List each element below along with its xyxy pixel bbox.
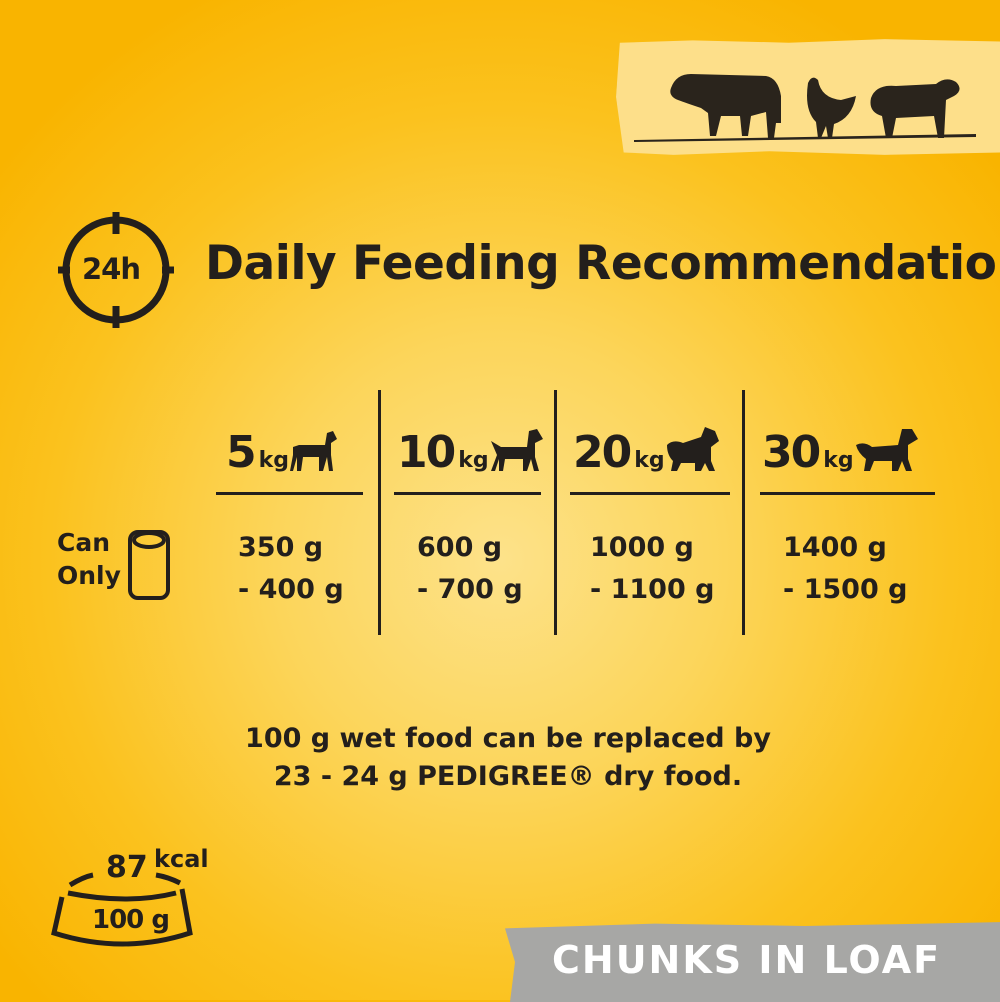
weight: 30: [762, 427, 821, 478]
24h-clock-icon: 24h: [58, 212, 174, 332]
divider: [394, 492, 541, 495]
large-dog-icon: [855, 429, 918, 471]
amount-line: - 1100 g: [590, 574, 715, 605]
cow-chicken-sheep-icon: [634, 74, 976, 142]
unit: kg: [634, 448, 665, 473]
amount-10kg: 600 g - 700 g: [417, 527, 523, 611]
footnote-line: 23 - 24 g PEDIGREE® dry food.: [273, 761, 743, 792]
amount-30kg: 1400 g - 1500 g: [783, 527, 907, 611]
weight: 5: [226, 427, 257, 478]
weight: 10: [397, 427, 456, 478]
amount-20kg: 1000 g - 1100 g: [590, 527, 714, 611]
footnote: 100 g wet food can be replaced by 23 - 2…: [0, 720, 1000, 796]
medium-dog-icon: [490, 429, 543, 471]
weight: 20: [573, 427, 632, 478]
amount-line: 350 g: [238, 532, 324, 563]
kcal-value: 87: [106, 850, 148, 885]
unit: kg: [458, 448, 489, 473]
kcal-unit: kcal: [154, 845, 209, 873]
amount-line: - 400 g: [238, 574, 344, 605]
column-divider: [378, 390, 381, 635]
divider: [216, 492, 363, 495]
amount-line: - 1500 g: [783, 574, 908, 605]
divider: [760, 492, 935, 495]
column-header-10kg: 10 kg: [397, 420, 545, 475]
amount-line: 1400 g: [783, 532, 887, 563]
variety-badge: [505, 922, 1000, 1002]
row-label: Can Only: [57, 526, 121, 592]
divider: [570, 492, 730, 495]
collie-dog-icon: [666, 427, 719, 471]
row-label-line: Can: [57, 528, 111, 557]
clock-label: 24h: [82, 252, 141, 286]
portion: 100 g: [92, 905, 170, 935]
variety-badge-text: CHUNKS IN LOAF: [552, 938, 942, 982]
column-header-5kg: 5 kg: [226, 420, 338, 478]
column-header-20kg: 20 kg: [573, 420, 721, 475]
footnote-line: 100 g wet food can be replaced by: [245, 723, 771, 754]
unit: kg: [823, 448, 854, 473]
amount-line: 600 g: [417, 532, 503, 563]
can-icon: [126, 528, 174, 606]
column-divider: [554, 390, 557, 635]
column-divider: [742, 390, 745, 635]
animals-banner: [616, 39, 1000, 155]
amount-line: - 700 g: [417, 574, 523, 605]
amount-5kg: 350 g - 400 g: [238, 527, 344, 611]
column-header-30kg: 30 kg: [762, 420, 920, 475]
bowl-kcal-info: 87 kcal 100 g: [48, 845, 209, 955]
unit: kg: [258, 448, 290, 473]
row-label-line: Only: [57, 561, 121, 590]
page-title: Daily Feeding Recommendation: [205, 236, 1000, 291]
small-dog-icon: [290, 431, 338, 471]
bowl-icon: [51, 872, 193, 947]
amount-line: 1000 g: [590, 532, 694, 563]
